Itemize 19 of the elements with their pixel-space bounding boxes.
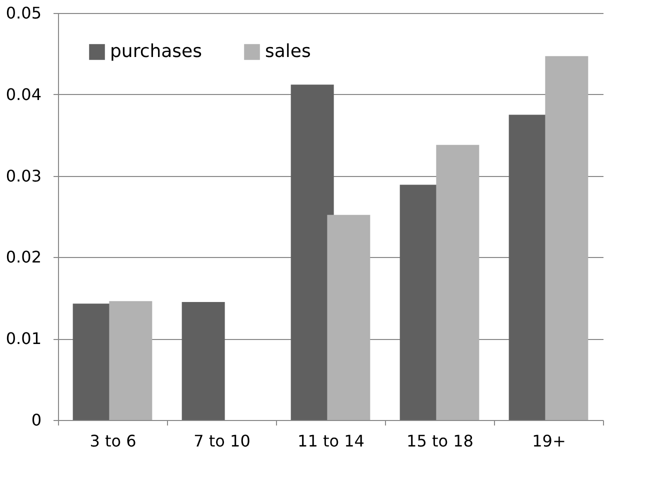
y-tick-label: 0.01: [6, 329, 42, 348]
bar: [182, 302, 225, 420]
legend-label: purchases: [110, 41, 202, 62]
bar: [545, 56, 588, 420]
y-tick-label: 0.02: [6, 248, 42, 267]
bar: [109, 301, 152, 420]
x-tick-label: 11 to 14: [298, 432, 364, 450]
x-tick-label: 3 to 6: [90, 432, 136, 450]
y-tick-label: 0.05: [6, 4, 42, 22]
x-tick-label: 19+: [532, 432, 566, 450]
bar: [290, 84, 334, 420]
bar: [436, 144, 480, 420]
y-tick-label: 0.04: [6, 84, 42, 104]
x-tick-label: 7 to 10: [194, 432, 250, 450]
y-tick-label: 0.03: [6, 166, 42, 186]
x-tick-label: 15 to 18: [406, 432, 474, 450]
legend-label: sales: [265, 41, 311, 62]
bar: [327, 214, 370, 420]
y-tick-label: 0: [31, 410, 42, 430]
